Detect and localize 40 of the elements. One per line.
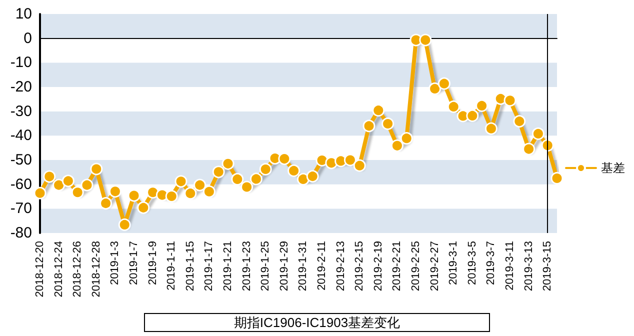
x-tick-label: 2018-12-28 (90, 241, 102, 298)
x-tick-label: 2019-2-27 (428, 241, 441, 292)
x-tick-label: 2019-1-21 (222, 241, 234, 292)
text: 期指IC1906-IC1903基差变化 (234, 315, 400, 330)
x-tick-label: 2019-2-21 (391, 241, 404, 292)
x-tick-label: 2019-3-5 (466, 241, 478, 286)
y-tick-label: -50 (10, 152, 32, 168)
x-tick-label: 2019-1-3 (109, 241, 122, 286)
x-tick-label: 2019-2-19 (372, 241, 384, 292)
x-tick-label: 2019-1-23 (240, 241, 253, 292)
x-tick-label: 2019-3-15 (542, 241, 554, 292)
x-tick-label: 2019-1-7 (128, 241, 140, 286)
x-tick-label: 2019-1-17 (203, 241, 216, 292)
y-tick-label: -60 (10, 176, 32, 193)
y-tick-label: -30 (10, 102, 32, 120)
x-tick-label: 2019-3-13 (522, 241, 535, 292)
y-tick-label: -70 (10, 200, 32, 218)
x-tick-label: 2018-12-20 (34, 241, 46, 298)
x-tick-label: 2019-3-1 (448, 241, 460, 286)
legend-label: 基差 (601, 161, 625, 175)
y-tick-label: -80 (10, 224, 32, 242)
y-tick-label: 10 (15, 6, 32, 22)
x-tick-label: 2019-1-9 (146, 241, 159, 286)
x-tick-label: 2019-2-13 (334, 241, 347, 292)
x-tick-label: 2019-1-31 (297, 241, 310, 292)
x-tick-label: 2019-2-25 (410, 241, 422, 292)
y-tick-label: -20 (10, 78, 32, 96)
y-tick-label: -40 (10, 127, 32, 144)
x-tick-label: 2019-2-11 (316, 241, 328, 290)
x-tick-label: 2019-3-11 (504, 241, 516, 290)
y-tick-label: 0 (24, 30, 32, 47)
x-tick-label: 2019-2-15 (354, 241, 366, 292)
x-tick-label: 2019-3-7 (485, 241, 498, 286)
x-tick-label: 2019-1-25 (260, 241, 272, 292)
x-tick-label: 2019-1-15 (184, 241, 196, 292)
x-tick-label: 2018-12-24 (52, 241, 65, 298)
x-tick-label: 2018-12-26 (72, 241, 84, 298)
y-tick-label: -10 (10, 54, 32, 72)
x-tick-label: 2019-1-11 (166, 241, 178, 290)
x-tick-label: 2019-1-29 (278, 241, 290, 292)
